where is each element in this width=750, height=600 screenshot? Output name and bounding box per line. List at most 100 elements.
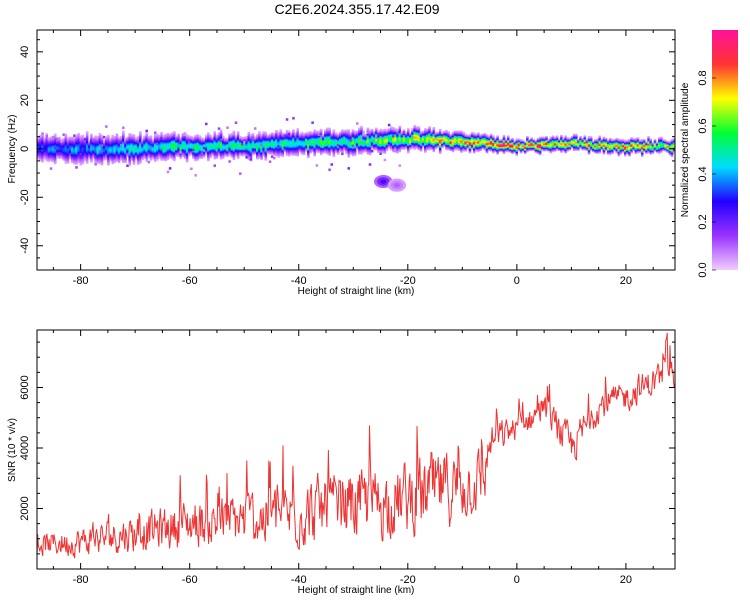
heatmap-cell <box>281 146 285 148</box>
heatmap-cell <box>90 156 93 158</box>
heatmap-cell <box>194 154 197 156</box>
heatmap-cell <box>158 147 161 149</box>
heatmap-cell <box>247 154 251 156</box>
heatmap-cell <box>62 143 66 145</box>
heatmap-cell <box>96 137 100 139</box>
heatmap-cell <box>71 160 74 162</box>
heatmap-cell <box>49 148 53 150</box>
heatmap-cell <box>77 158 80 160</box>
heatmap-cell <box>207 133 210 135</box>
heatmap-cell <box>219 136 223 138</box>
heatmap-cell <box>266 139 270 141</box>
heatmap-cell <box>45 158 49 160</box>
heatmap-cell <box>147 148 151 150</box>
heatmap-cell <box>139 149 142 151</box>
heatmap-cell <box>158 142 161 144</box>
heatmap-cell <box>224 137 227 139</box>
heatmap-cell <box>132 146 136 148</box>
heatmap-cell <box>211 153 214 155</box>
heatmap-cell <box>224 154 227 156</box>
heatmap-cell <box>262 134 265 136</box>
heatmap-cell <box>285 154 289 156</box>
heatmap-cell <box>105 149 108 151</box>
heatmap-cell <box>166 157 170 159</box>
heatmap-cell <box>156 137 159 139</box>
heatmap-cell <box>134 138 138 140</box>
heatmap-cell <box>102 154 106 156</box>
heatmap-cell <box>207 143 210 145</box>
heatmap-cell <box>285 133 289 135</box>
heatmap-cell <box>39 138 42 140</box>
heatmap-cell <box>217 134 221 136</box>
heatmap-cell <box>105 148 108 150</box>
heatmap-cell <box>232 140 236 142</box>
heatmap-cell <box>162 154 165 156</box>
heatmap-cell <box>279 143 282 145</box>
heatmap-cell <box>166 152 170 154</box>
heatmap-cell <box>283 133 287 135</box>
heatmap-cell <box>215 157 219 159</box>
heatmap-cell <box>96 139 100 141</box>
heatmap-cell <box>88 154 91 156</box>
heatmap-cell <box>185 160 189 162</box>
heatmap-cell <box>251 140 255 142</box>
heatmap-cell <box>207 136 210 138</box>
heatmap-cell <box>249 139 253 141</box>
heatmap-cell <box>183 150 187 152</box>
heatmap-cell <box>64 161 68 163</box>
heatmap-cell <box>277 153 280 155</box>
heatmap-cell <box>192 144 195 146</box>
heatmap-cell <box>264 158 268 160</box>
heatmap-cell <box>153 146 157 148</box>
heatmap-cell <box>173 146 176 148</box>
heatmap-cell <box>217 144 221 146</box>
heatmap-cell <box>160 142 163 144</box>
heatmap-cell <box>73 142 76 144</box>
heatmap-cell <box>260 154 263 156</box>
heatmap-cell <box>187 146 191 148</box>
heatmap-cell <box>145 134 148 136</box>
heatmap-cell <box>181 136 185 138</box>
heatmap-cell <box>83 142 87 144</box>
heatmap-cell <box>43 137 46 139</box>
heatmap-cell <box>213 146 217 148</box>
heatmap-cell <box>41 151 44 153</box>
heatmap-cell <box>128 139 131 141</box>
heatmap-cell <box>230 141 234 143</box>
heatmap-cell <box>194 174 197 177</box>
heatmap-cell <box>128 154 131 156</box>
heatmap-cell <box>268 135 272 137</box>
heatmap-cell <box>215 152 219 155</box>
heatmap-cell <box>260 150 263 152</box>
heatmap-cell <box>54 151 57 153</box>
heatmap-cell <box>268 142 272 144</box>
heatmap-cell <box>192 136 195 138</box>
heatmap-cell <box>60 145 63 147</box>
heatmap-cell <box>211 139 214 141</box>
heatmap-cell <box>58 139 61 141</box>
heatmap-cell <box>153 135 157 137</box>
heatmap-cell <box>247 139 251 141</box>
heatmap-cell <box>96 150 100 152</box>
heatmap-cell <box>141 148 144 150</box>
heatmap-cell <box>262 149 265 151</box>
heatmap-cell <box>107 139 110 141</box>
heatmap-cell <box>279 149 282 151</box>
heatmap-cell <box>228 134 231 136</box>
heatmap-cell <box>100 163 104 165</box>
heatmap-cell <box>100 148 104 150</box>
heatmap-cell <box>85 135 89 137</box>
heatmap-cell <box>143 137 146 139</box>
heatmap-cell <box>262 145 265 147</box>
heatmap-cell <box>209 154 212 156</box>
heatmap-cell <box>151 143 155 145</box>
heatmap-cell <box>73 143 76 145</box>
heatmap-cell <box>251 142 255 144</box>
heatmap-cell <box>179 155 183 157</box>
heatmap-cell <box>168 146 172 148</box>
heatmap-cell <box>47 157 51 159</box>
heatmap-cell <box>107 160 110 162</box>
heatmap-cell <box>94 145 97 147</box>
heatmap-cell <box>47 146 51 148</box>
heatmap-cell <box>100 139 104 141</box>
